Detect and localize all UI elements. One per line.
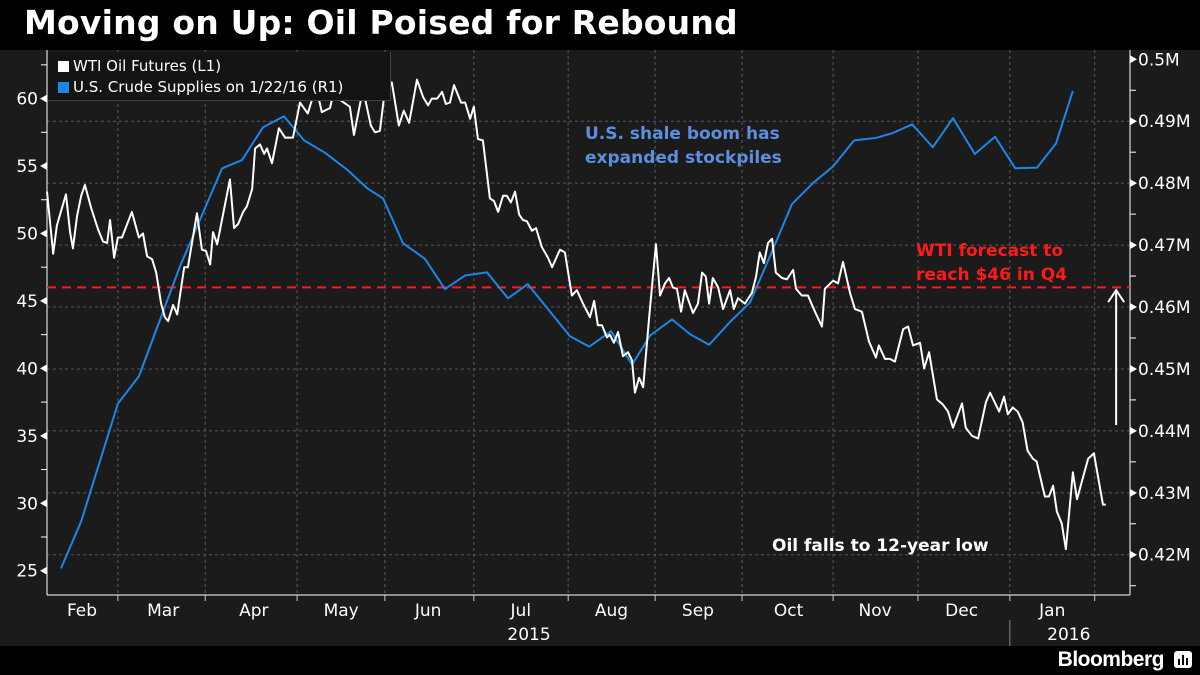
legend-item-supplies: U.S. Crude Supplies on 1/22/16 (R1) <box>58 78 343 96</box>
right-axis-label: 0.42M <box>1138 546 1191 566</box>
right-axis-tick <box>1130 55 1137 64</box>
x-axis-month-label: Oct <box>774 601 804 621</box>
left-axis-tick <box>40 566 47 575</box>
right-axis-tick <box>1130 117 1137 126</box>
legend-item-wti: WTI Oil Futures (L1) <box>58 57 221 75</box>
left-axis-label: 40 <box>16 359 38 379</box>
rebound-arrow-head-icon <box>1107 288 1125 303</box>
right-axis-tick <box>1130 364 1137 373</box>
bloomberg-logo: Bloomberg <box>1057 648 1165 671</box>
right-axis-tick <box>1130 426 1137 435</box>
left-axis-label: 25 <box>16 562 38 582</box>
x-axis-month-label: Mar <box>147 601 179 621</box>
right-axis-label: 0.44M <box>1138 422 1191 442</box>
right-axis-label: 0.48M <box>1138 174 1191 194</box>
right-axis-label: 0.47M <box>1138 236 1191 256</box>
legend-swatch-supplies <box>58 82 69 93</box>
annotation-12-year-low: Oil falls to 12-year low <box>772 536 989 556</box>
x-axis-month-label: Apr <box>239 601 268 621</box>
annotation-forecast: reach $46 in Q4 <box>916 265 1067 285</box>
right-axis-tick <box>1130 303 1137 312</box>
right-axis-label: 0.46M <box>1138 298 1191 318</box>
right-axis-label: 0.49M <box>1138 112 1191 132</box>
legend-swatch-wti <box>58 61 69 72</box>
bloomberg-chart-icon <box>1174 651 1192 668</box>
annotation-shale-boom: expanded stockpiles <box>585 148 782 168</box>
x-axis-month-label: Jan <box>1038 601 1065 621</box>
right-axis-label: 0.45M <box>1138 360 1191 380</box>
series-line-crude-supplies <box>60 90 1074 569</box>
right-axis-label: 0.5M <box>1138 50 1180 70</box>
left-axis-label: 35 <box>16 427 38 447</box>
x-axis-year-label: 2015 <box>507 625 550 645</box>
x-axis-month-label: Nov <box>859 601 892 621</box>
left-axis-tick <box>40 431 47 440</box>
x-axis-month-label: Sep <box>682 601 714 621</box>
x-axis-month-label: Aug <box>595 601 628 621</box>
x-axis-month-label: Feb <box>67 601 97 621</box>
footer-bar: Bloomberg <box>0 646 1200 675</box>
left-axis-label: 30 <box>16 494 38 514</box>
chart-title: Moving on Up: Oil Poised for Rebound <box>24 3 738 42</box>
right-axis-tick <box>1130 550 1137 559</box>
left-axis-tick <box>40 499 47 508</box>
x-axis-month-label: Jul <box>510 601 532 621</box>
legend-label-supplies: U.S. Crude Supplies on 1/22/16 (R1) <box>73 78 344 96</box>
chart-legend: WTI Oil Futures (L1) U.S. Crude Supplies… <box>48 52 391 101</box>
left-axis-tick <box>40 364 47 373</box>
x-axis-year-label: 2016 <box>1047 625 1090 645</box>
legend-label-wti: WTI Oil Futures (L1) <box>73 57 222 75</box>
annotation-shale-boom: U.S. shale boom has <box>585 124 780 144</box>
right-axis-tick <box>1130 179 1137 188</box>
x-axis-month-label: May <box>324 601 359 621</box>
title-bar: Moving on Up: Oil Poised for Rebound <box>0 0 1200 50</box>
left-axis-label: 55 <box>16 157 38 177</box>
left-axis-tick <box>40 94 47 103</box>
left-axis-tick <box>40 296 47 305</box>
left-axis-tick <box>40 229 47 238</box>
left-axis-tick <box>40 162 47 171</box>
left-axis-label: 50 <box>16 224 38 244</box>
right-axis-tick <box>1130 488 1137 497</box>
left-axis-label: 45 <box>16 292 38 312</box>
x-axis-month-label: Jun <box>414 601 442 621</box>
left-axis-label: 60 <box>16 90 38 110</box>
right-axis-label: 0.43M <box>1138 484 1191 504</box>
annotation-forecast: WTI forecast to <box>916 241 1063 261</box>
series-line-wti <box>46 78 1106 551</box>
x-axis-month-label: Dec <box>945 601 978 621</box>
right-axis-tick <box>1130 241 1137 250</box>
